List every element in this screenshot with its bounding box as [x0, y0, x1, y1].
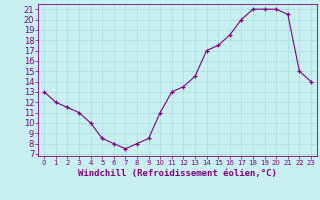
X-axis label: Windchill (Refroidissement éolien,°C): Windchill (Refroidissement éolien,°C)	[78, 169, 277, 178]
